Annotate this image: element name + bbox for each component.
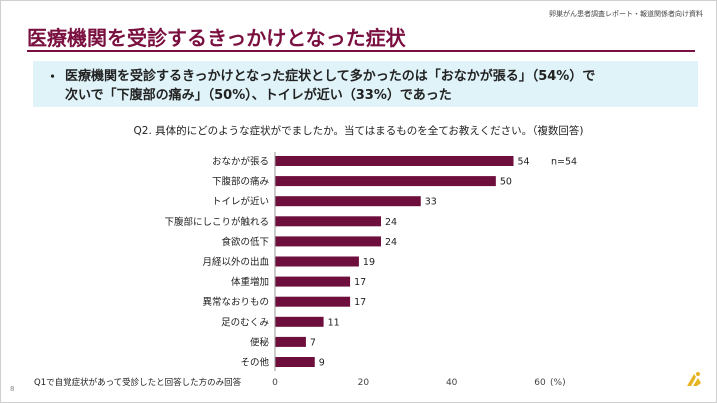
data-label: 9: [319, 358, 325, 369]
data-label: 11: [328, 317, 340, 328]
category-label: 便秘: [250, 336, 270, 348]
data-label: 19: [363, 257, 375, 268]
bar: [275, 316, 324, 327]
category-label: 下腹部にしこりが触れる: [164, 216, 269, 228]
category-label: 体重増加: [231, 276, 269, 288]
data-label: 24: [385, 217, 397, 228]
header-note: 卵巣がん患者調査レポート・報道関係者向け資料: [549, 10, 703, 18]
sample-size-label: n=54: [551, 157, 577, 168]
category-label: 異常なおりもの: [202, 296, 269, 308]
category-label: 足のむくみ: [221, 317, 269, 328]
bar: [275, 176, 496, 187]
category-label: 月経以外の出血: [202, 256, 269, 268]
category-label: 食欲の低下: [221, 236, 269, 248]
data-label: 17: [354, 297, 366, 308]
x-tick-label: 60: [534, 378, 546, 388]
bar: [275, 236, 381, 247]
x-tick-label: 0: [272, 378, 278, 388]
bar: [275, 357, 315, 367]
category-label: おなかが張る: [212, 156, 269, 168]
page-number: 8: [10, 385, 15, 393]
survey-question: Q2. 具体的にどのような症状がでましたか。当てはまるものを全てお教えください。…: [133, 125, 584, 137]
bar: [275, 196, 421, 207]
data-label: 7: [310, 337, 316, 348]
footnote: Q1で自覚症状があって受診したと回答した方のみ回答: [34, 378, 242, 388]
category-label: その他: [240, 357, 269, 369]
bar: [275, 336, 306, 347]
x-axis-unit: (%): [550, 378, 566, 388]
bar: [275, 276, 351, 287]
summary-line-2: 次いで「下腹部の痛み」（50%）、トイレが近い（33%）であった: [65, 88, 452, 103]
data-label: 17: [354, 277, 366, 288]
category-label: 下腹部の痛み: [212, 176, 269, 188]
summary-box: ・ 医療機関を受診するきっかけとなった症状として多かったのは「おなかが張る」（5…: [33, 61, 698, 107]
summary-line-1: 医療機関を受診するきっかけとなった症状として多かったのは「おなかが張る」（54%…: [65, 69, 596, 84]
category-label: トイレが近い: [212, 196, 269, 208]
data-label: 50: [500, 177, 512, 188]
slide-title: 医療機関を受診するきっかけとなった症状: [27, 26, 406, 50]
bar: [275, 256, 359, 267]
data-label: 33: [425, 197, 437, 208]
summary-bullet: ・: [46, 70, 60, 85]
bar: [275, 296, 351, 307]
data-label: 24: [385, 237, 397, 248]
company-logo-icon: [687, 372, 701, 386]
x-tick-label: 20: [358, 378, 370, 388]
title-divider: [27, 50, 695, 52]
x-tick-label: 40: [446, 378, 458, 388]
data-label: 54: [518, 157, 530, 168]
bar: [275, 156, 514, 166]
bar: [275, 216, 381, 227]
